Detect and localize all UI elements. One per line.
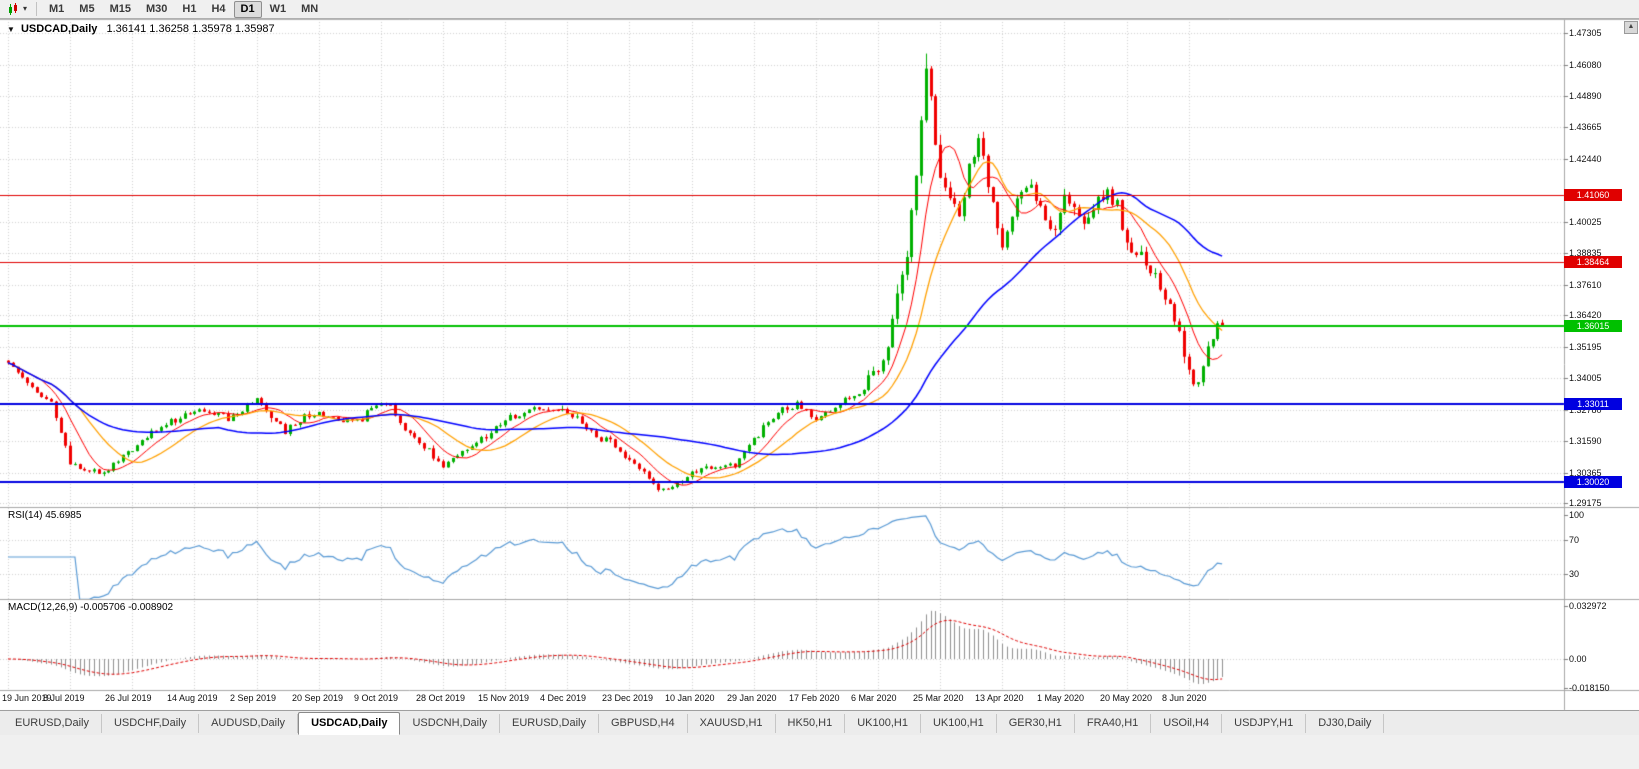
chart-tab-eurusd-daily[interactable]: EURUSD,Daily [3, 714, 102, 733]
timeframe-button-m15[interactable]: M15 [109, 2, 131, 15]
candlestick-chart-icon [9, 2, 17, 15]
chart-type-dropdown[interactable]: ▾ [4, 1, 31, 17]
chart-tab-fra40-h1[interactable]: FRA40,H1 [1075, 714, 1152, 733]
chart-tab-hk50-h1[interactable]: HK50,H1 [776, 714, 846, 733]
chart-tab-xauusd-h1[interactable]: XAUUSD,H1 [688, 714, 776, 733]
timeframe-button-d1[interactable]: D1 [233, 0, 262, 18]
chart-tab-usdjpy-h1[interactable]: USDJPY,H1 [1222, 714, 1307, 733]
timeframe-button-group: M1 M5 M15 M30 H1 H4 D1 W1 MN [42, 0, 325, 18]
timeframe-button-m30[interactable]: M30 [145, 2, 168, 15]
toolbar: ▾ M1 M5 M15 M30 H1 H4 D1 W1 MN [0, 0, 1639, 19]
chart-tab-dj30-daily[interactable]: DJ30,Daily [1306, 714, 1385, 733]
timeframe-button-h1[interactable]: H1 [182, 2, 197, 15]
symbol-dropdown-icon[interactable]: ▼ [7, 25, 15, 34]
chart-tab-usdcad-daily[interactable]: USDCAD,Daily [298, 712, 401, 735]
toolbar-separator [36, 2, 38, 16]
timeframe-button-m1[interactable]: M1 [49, 2, 65, 15]
chart-tab-eurusd-daily[interactable]: EURUSD,Daily [500, 714, 599, 733]
axis-scroll-up-button[interactable]: ▲ [1624, 21, 1638, 34]
timeframe-button-m5[interactable]: M5 [79, 2, 95, 15]
chart-tab-ger30-h1[interactable]: GER30,H1 [997, 714, 1075, 733]
chart-tab-usoil-h4[interactable]: USOil,H4 [1151, 714, 1223, 733]
chart-tab-usdcnh-daily[interactable]: USDCNH,Daily [400, 714, 501, 733]
chart-tab-uk100-h1[interactable]: UK100,H1 [845, 714, 921, 733]
chart-tab-usdchf-daily[interactable]: USDCHF,Daily [102, 714, 200, 733]
timeframe-button-w1[interactable]: W1 [269, 2, 287, 15]
chart-tab-gbpusd-h4[interactable]: GBPUSD,H4 [599, 714, 688, 733]
timeframe-button-mn[interactable]: MN [301, 2, 319, 15]
chevron-down-icon: ▾ [23, 4, 28, 13]
chart-tab-bar: EURUSD,Daily USDCHF,Daily AUDUSD,Daily USDC… [0, 710, 1639, 735]
timeframe-button-h4[interactable]: H4 [211, 2, 226, 15]
chart-tab-audusd-daily[interactable]: AUDUSD,Daily [199, 714, 299, 733]
chart-tab-uk100-h1[interactable]: UK100,H1 [921, 714, 997, 733]
